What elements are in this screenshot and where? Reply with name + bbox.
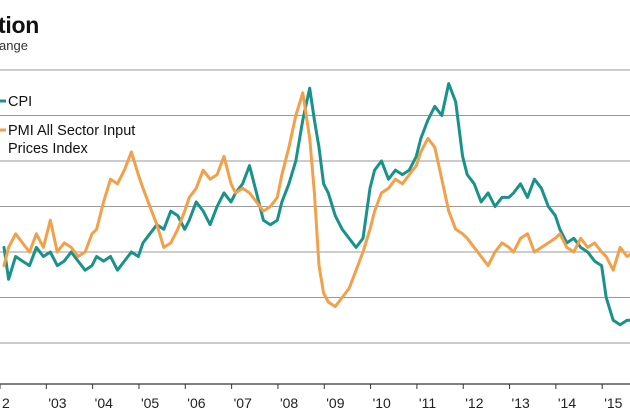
x-tick-label: '12 bbox=[465, 395, 483, 411]
chart-subtitle: ange bbox=[0, 38, 28, 53]
chart-title: tion bbox=[0, 12, 39, 38]
cpi-series-line bbox=[2, 82, 630, 327]
x-tick-label: '13 bbox=[512, 395, 530, 411]
x-tick-label: '04 bbox=[95, 395, 113, 411]
x-tick-label: 2 bbox=[2, 395, 10, 411]
legend-label-pmi-line2: Prices Index bbox=[8, 141, 89, 157]
x-tick-label: '11 bbox=[419, 395, 436, 411]
x-tick-label: '15 bbox=[604, 395, 622, 411]
x-tick-label: '08 bbox=[280, 395, 298, 411]
legend-label-pmi: PMI All Sector Input bbox=[8, 123, 135, 139]
pmi-series-line bbox=[2, 91, 630, 309]
x-tick-label: '06 bbox=[187, 395, 205, 411]
x-tick-label: '05 bbox=[141, 395, 159, 411]
legend-label-cpi: CPI bbox=[8, 94, 32, 110]
x-tick-label: '07 bbox=[234, 395, 252, 411]
x-tick-label: '03 bbox=[48, 395, 66, 411]
x-tick-label: '14 bbox=[558, 395, 576, 411]
x-tick-label: '09 bbox=[326, 395, 344, 411]
x-tick-label: '10 bbox=[373, 395, 391, 411]
